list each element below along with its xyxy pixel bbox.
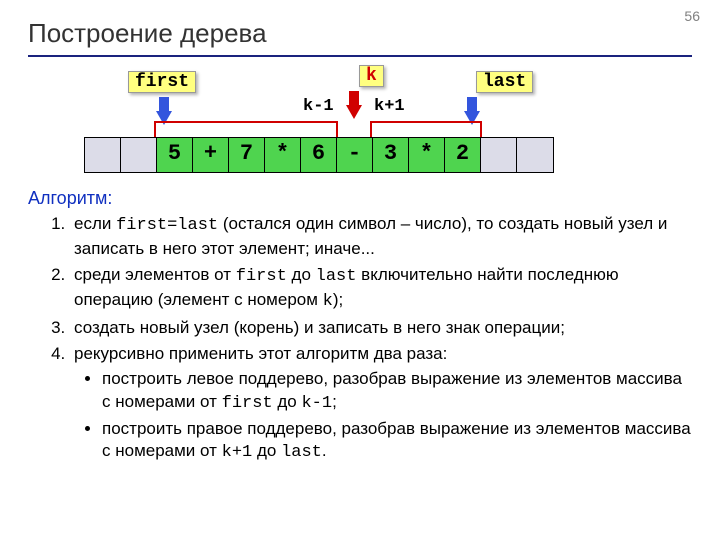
array-cell <box>481 138 517 172</box>
arrow-last <box>464 97 480 125</box>
array-cell: + <box>193 138 229 172</box>
arrow-first <box>156 97 172 125</box>
array-cell: 5 <box>157 138 193 172</box>
algorithm-heading: Алгоритм: <box>28 188 692 209</box>
array-cell: 3 <box>373 138 409 172</box>
label-k-minus-1: k-1 <box>303 97 334 116</box>
algorithm-step: если first=last (остался один символ – ч… <box>70 213 692 261</box>
array-cell: - <box>337 138 373 172</box>
label-first: first <box>128 71 196 93</box>
algorithm-step: создать новый узел (корень) и записать в… <box>70 317 692 340</box>
array-diagram: first k k-1 k+1 last 5+7*6-3*2 <box>78 65 642 180</box>
array-cells: 5+7*6-3*2 <box>84 137 554 173</box>
page-number: 56 <box>684 8 700 24</box>
algorithm-substeps: построить левое поддерево, разобрав выра… <box>102 368 692 466</box>
label-k-plus-1: k+1 <box>374 97 405 116</box>
array-cell: 6 <box>301 138 337 172</box>
algorithm-substep: построить правое поддерево, разобрав выр… <box>102 418 692 466</box>
slide-title: Построение дерева <box>28 18 692 49</box>
algorithm-substep: построить левое поддерево, разобрав выра… <box>102 368 692 416</box>
array-cell <box>121 138 157 172</box>
algorithm-step: рекурсивно применить этот алгоритм два р… <box>70 343 692 466</box>
arrow-k <box>346 91 362 119</box>
label-last: last <box>476 71 533 93</box>
label-k: k <box>359 65 384 87</box>
title-underline <box>28 55 692 57</box>
array-cell: 7 <box>229 138 265 172</box>
array-cell: * <box>265 138 301 172</box>
algorithm-steps: если first=last (остался один символ – ч… <box>70 213 692 465</box>
array-cell: 2 <box>445 138 481 172</box>
algorithm-step: среди элементов от first до last включит… <box>70 264 692 314</box>
array-cell <box>517 138 553 172</box>
array-cell <box>85 138 121 172</box>
array-cell: * <box>409 138 445 172</box>
